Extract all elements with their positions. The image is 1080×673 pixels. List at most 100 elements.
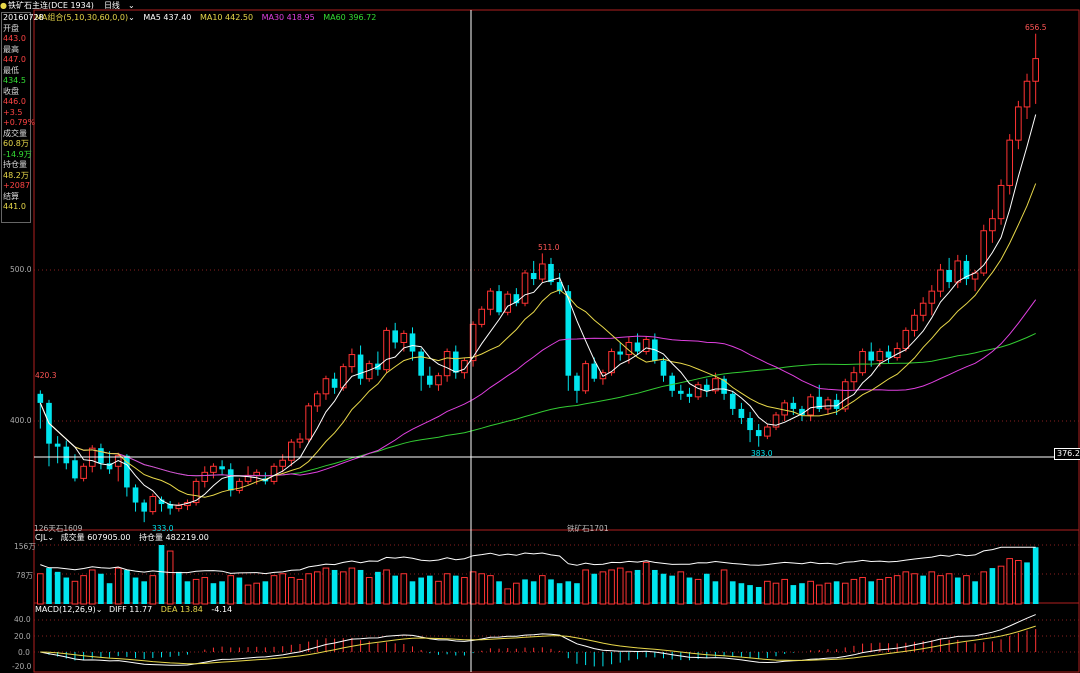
- candle-body-down: [418, 351, 424, 376]
- volume-bar-down: [1032, 547, 1039, 604]
- candle-body-up: [989, 218, 996, 232]
- ma5-value: MA5 437.40: [143, 13, 192, 22]
- volume-bar-down: [565, 581, 572, 604]
- candle-body-down: [124, 455, 130, 488]
- close-label: 收盘: [3, 86, 19, 96]
- candle-body-up: [772, 414, 780, 428]
- candle-body-up: [478, 308, 486, 325]
- volume-bar-up: [911, 573, 918, 605]
- candle-body-down: [738, 408, 745, 418]
- volume-bar-down: [747, 585, 753, 604]
- candle-body-up: [296, 438, 304, 443]
- candle-body-down: [617, 351, 624, 355]
- volume-bar-up: [902, 571, 910, 605]
- volume-bar-up: [37, 573, 44, 605]
- price-level-500: 500.0: [10, 265, 32, 274]
- candle-body-up: [305, 405, 312, 440]
- oi-change-value: +2087: [3, 181, 31, 190]
- volume-bar-down: [210, 583, 217, 604]
- chevron-down-icon[interactable]: ⌄: [47, 533, 55, 542]
- candle-body-up: [608, 351, 615, 374]
- volume-bar-down: [703, 573, 710, 604]
- volume-bar-up: [599, 571, 607, 605]
- volume-bar-down: [46, 568, 52, 604]
- oi-value: 48.2万: [3, 170, 29, 180]
- candle-body-down: [677, 390, 684, 394]
- volume-bar-up: [764, 580, 771, 605]
- low-label: 最低: [3, 65, 19, 75]
- candle-body-down: [669, 375, 675, 391]
- ma-group-selector[interactable]: MA组合(5,10,30,60,0,0): [35, 13, 129, 22]
- volume-bar-up: [963, 575, 970, 605]
- period-selector[interactable]: 日线: [103, 1, 120, 10]
- candle-body-up: [201, 471, 209, 482]
- candle-body-up: [859, 351, 866, 374]
- contract-label[interactable]: 铁矿石主连(DCE 1934): [7, 1, 94, 10]
- candle-body-up: [461, 360, 468, 374]
- volume-bar-down: [219, 581, 225, 604]
- candle-body-down: [703, 384, 710, 391]
- candle-body-up: [902, 329, 910, 350]
- macd-indicator[interactable]: MACD(12,26,9): [35, 605, 96, 614]
- quote-info-panel: 20160728 开盘 443.0 最高 447.0 最低 434.5 收盘 4…: [1, 12, 44, 223]
- price-level-400: 400.0: [10, 416, 32, 425]
- volume-bar-down: [63, 577, 70, 604]
- volume-bar-up: [435, 580, 442, 605]
- ma30-value: MA30 418.95: [261, 13, 315, 22]
- candle-body-up: [694, 384, 702, 398]
- chevron-down-icon[interactable]: ⌄: [128, 13, 135, 22]
- volume-bar-down: [375, 571, 381, 604]
- candle-body-down: [37, 393, 44, 403]
- volume-bar-down: [660, 573, 667, 604]
- high-value: 447.0: [3, 55, 26, 64]
- candle-body-down: [106, 463, 113, 470]
- contract-mark-mid: 铁矿石1701: [567, 524, 609, 533]
- volume-bar-up: [815, 584, 823, 605]
- volume-bar-up: [279, 573, 286, 605]
- candle-body-down: [634, 342, 641, 352]
- candle-body-up: [850, 372, 858, 383]
- volume-bar-up: [928, 571, 936, 605]
- chevron-down-icon[interactable]: ⌄: [127, 1, 135, 10]
- volume-bar-up: [313, 571, 321, 605]
- volume-bar-up: [244, 584, 252, 605]
- candle-body-down: [556, 282, 563, 292]
- candle-body-down: [392, 330, 399, 343]
- cjl-indicator[interactable]: CJL: [35, 533, 48, 542]
- close-value: 446.0: [3, 97, 26, 106]
- volume-bar-down: [236, 577, 243, 604]
- candle-body-up: [487, 290, 494, 310]
- oi-label: 持仓量: [3, 160, 27, 169]
- candle-body-down: [548, 263, 554, 283]
- volume-bar-down: [548, 579, 554, 604]
- volume-bar-down: [686, 577, 693, 604]
- volume-bar-up: [443, 573, 451, 605]
- volume-bar-up: [781, 578, 788, 605]
- macd-y-m20: -20.0: [12, 662, 32, 671]
- candle-body-down: [141, 502, 148, 512]
- volume-bar-down: [262, 581, 269, 604]
- candle-body-down: [790, 402, 797, 409]
- volume-y-mid: 78万: [16, 571, 34, 580]
- candle-body-up: [928, 290, 936, 304]
- crosshair-price-tag: 376.2: [1054, 448, 1080, 460]
- volume-bar-up: [1015, 560, 1022, 605]
- candle-body-down: [868, 351, 875, 361]
- candle-body-up: [348, 354, 356, 368]
- candle-body-up: [80, 465, 87, 479]
- candle-body-up: [625, 341, 633, 356]
- candle-body-down: [513, 294, 520, 304]
- candle-body-up: [642, 338, 650, 353]
- volume-bar-up: [478, 573, 486, 605]
- volume-bar-up: [504, 588, 512, 605]
- volume-bar-down: [392, 575, 399, 604]
- volume-bar-down: [669, 575, 675, 604]
- volume-bar-down: [868, 581, 875, 604]
- candle-body-up: [712, 378, 719, 392]
- candle-body-up: [175, 505, 183, 510]
- chevron-down-icon[interactable]: ⌄: [95, 605, 103, 614]
- high-label: 最高: [3, 44, 19, 54]
- ma60-value: MA60 396.72: [323, 13, 377, 22]
- volume-bar-up: [582, 569, 589, 605]
